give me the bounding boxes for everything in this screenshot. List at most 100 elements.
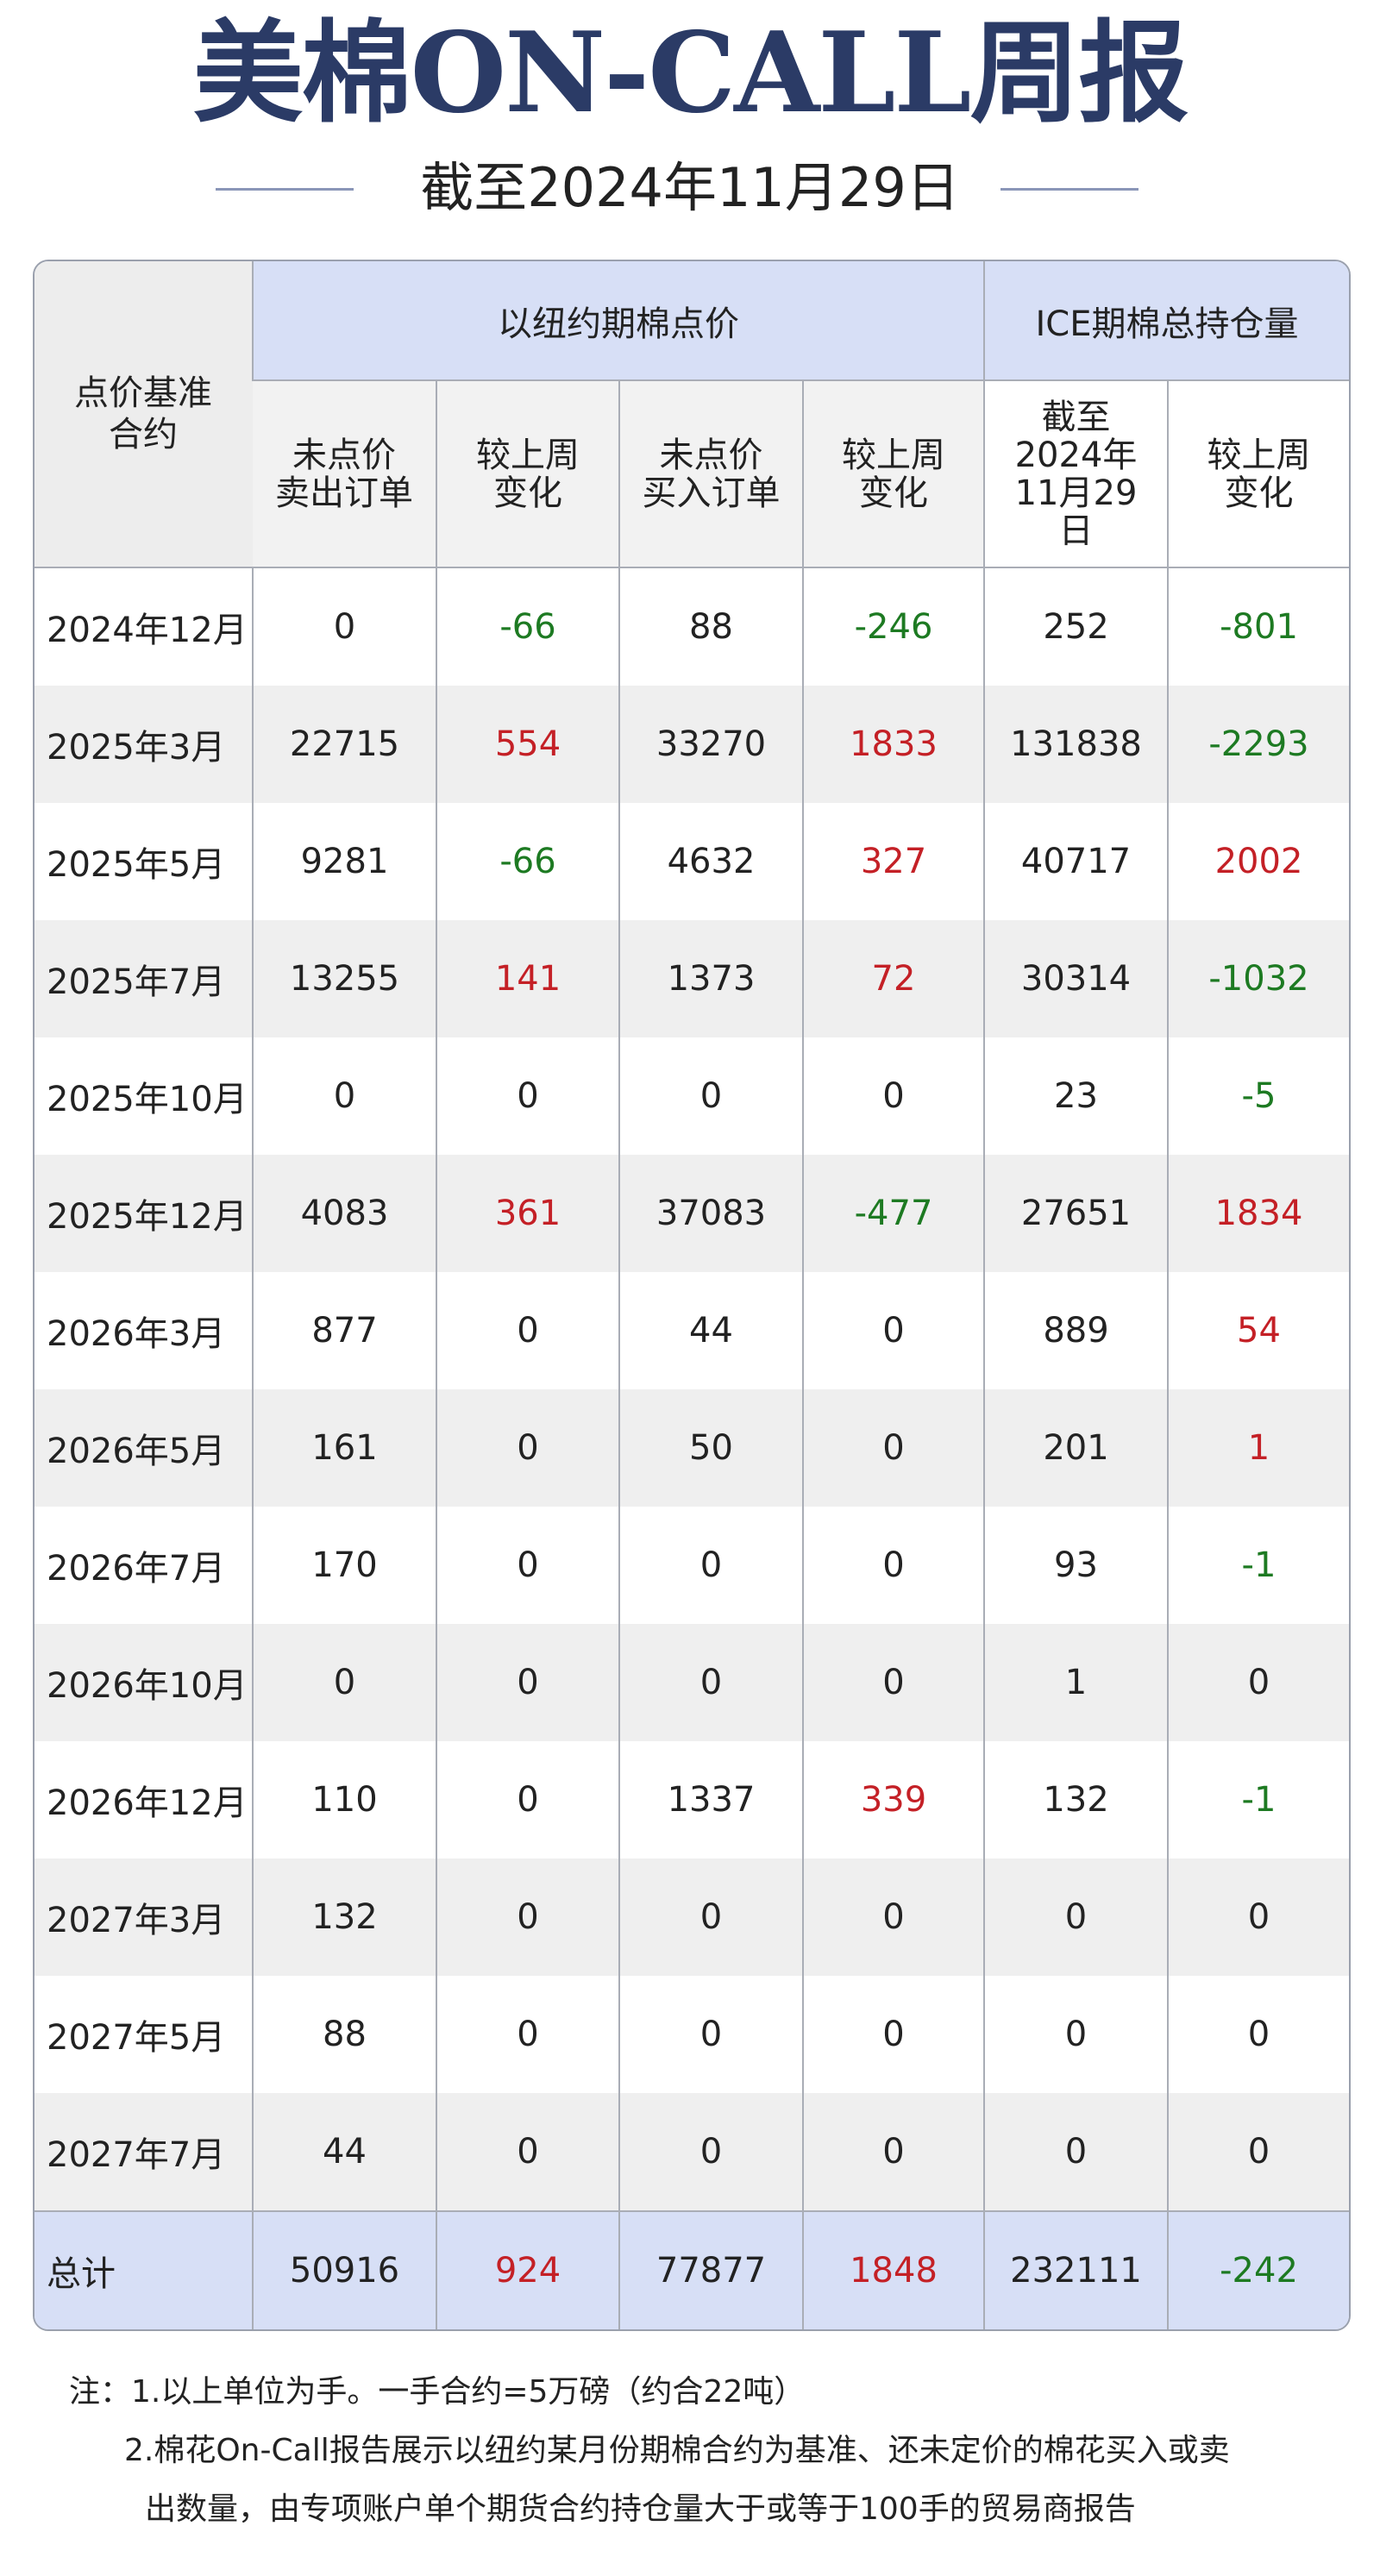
header-line: 合约 <box>109 415 178 454</box>
cell: 161 <box>252 1389 436 1507</box>
row-label: 2026年3月 <box>47 1314 226 1354</box>
cell: -242 <box>1167 2210 1349 2329</box>
cell: 1337 <box>618 1741 803 1858</box>
decor-line <box>1000 188 1138 191</box>
cell: 4632 <box>618 803 803 920</box>
row-label: 2027年5月 <box>47 2018 226 2058</box>
header-line: 较上周 <box>842 435 945 475</box>
cell: 132 <box>983 1741 1168 1858</box>
table: 点价基准 合约 以纽约期棉点价 ICE期棉总持仓量 未点价 卖出订单 较上周 变化 未点价 买入订… <box>34 261 1349 2329</box>
cell: 0 <box>618 2093 803 2211</box>
cell: 877 <box>252 1272 436 1389</box>
header-line: 11月29 <box>1014 473 1138 513</box>
cell: 9281 <box>252 803 436 920</box>
cell: 0 <box>802 1272 984 1389</box>
title: 美棉ON-CALL周报 <box>192 9 1189 138</box>
row-label: 2025年3月 <box>34 686 253 803</box>
cell: -66 <box>436 567 619 686</box>
row-label: 2025年5月 <box>47 845 226 885</box>
cell: 44 <box>618 1272 803 1389</box>
cell: -66 <box>436 803 619 920</box>
cell: 1834 <box>1167 1155 1349 1272</box>
row-label: 2025年10月 <box>47 1080 248 1119</box>
cell: 1848 <box>802 2210 984 2329</box>
total-row: 总计 50916 924 77877 1848 232111 -242 <box>34 2210 1349 2329</box>
column-header: 较上周 变化 <box>1167 380 1349 568</box>
group-header: 以纽约期棉点价 <box>252 261 984 381</box>
cell: 0 <box>802 1858 984 1976</box>
cell: 88 <box>618 567 803 686</box>
group-header: ICE期棉总持仓量 <box>983 261 1349 381</box>
cell: 0 <box>252 1037 436 1155</box>
cell: 0 <box>252 1624 436 1741</box>
cell: 170 <box>252 1507 436 1624</box>
cell: 44 <box>252 2093 436 2211</box>
column-header: 较上周 变化 <box>436 380 619 568</box>
cell: 0 <box>436 1858 619 1976</box>
cell: 50 <box>618 1389 803 1507</box>
cell: 23 <box>983 1037 1168 1155</box>
cell: 22715 <box>252 686 436 803</box>
cell: 327 <box>802 803 984 920</box>
cell: 13255 <box>252 920 436 1037</box>
cell: 0 <box>1167 2093 1349 2211</box>
cell: 232111 <box>983 2210 1168 2329</box>
table-row: 2024年12月 0 -66 88 -246 252 -801 <box>34 567 1349 686</box>
cell: 0 <box>436 1507 619 1624</box>
row-label: 2026年12月 <box>47 1783 248 1823</box>
cell: 1 <box>1167 1389 1349 1507</box>
cell: 132 <box>252 1858 436 1976</box>
row-label: 2027年3月 <box>34 1858 253 1976</box>
cell: 88 <box>252 1976 436 2093</box>
row-label: 2024年12月 <box>47 611 248 650</box>
table-row: 2025年10月 0 0 0 0 23 -5 <box>34 1037 1349 1155</box>
cell: 0 <box>436 2093 619 2211</box>
cell: 201 <box>983 1389 1168 1507</box>
note: 2.棉花On-Call报告展示以纽约某月份期棉合约为基准、还未定价的棉花买入或卖… <box>124 2433 1230 2527</box>
cell: 0 <box>983 1976 1168 2093</box>
row-label: 2025年12月 <box>34 1155 253 1272</box>
cell: 1 <box>983 1624 1168 1741</box>
table-frame: 点价基准 合约 以纽约期棉点价 ICE期棉总持仓量 未点价 卖出订单 较上周 变化 未点价 买入订… <box>33 260 1351 2331</box>
cell: 0 <box>618 1037 803 1155</box>
cell: 0 <box>252 567 436 686</box>
header-line: 未点价 <box>659 435 763 475</box>
cell: 0 <box>436 1741 619 1858</box>
note: 注：1.以上单位为手。一手合约=5万磅（约合22吨） <box>69 2374 806 2410</box>
cell: -2293 <box>1167 686 1349 803</box>
cell: 50916 <box>252 2210 436 2329</box>
row-label: 2026年7月 <box>47 1549 226 1589</box>
cell: -246 <box>802 567 984 686</box>
table-row: 2027年3月 132 0 0 0 0 0 <box>34 1858 1349 1976</box>
cell: 339 <box>802 1741 984 1858</box>
header-line: 点价基准 <box>74 373 212 413</box>
cell: 27651 <box>983 1155 1168 1272</box>
header-line: 变化 <box>493 473 562 513</box>
table-row: 2026年5月 161 0 50 0 201 1 <box>34 1389 1349 1507</box>
header-row: 点价基准 合约 以纽约期棉点价 ICE期棉总持仓量 <box>34 261 1349 568</box>
header-line: 较上周 <box>1207 435 1311 475</box>
cell: 0 <box>618 1624 803 1741</box>
cell: 0 <box>618 1858 803 1976</box>
cell: 40717 <box>983 803 1168 920</box>
cell: 2002 <box>1167 803 1349 920</box>
header-line: 变化 <box>1224 473 1294 513</box>
row-label: 2026年10月 <box>34 1624 253 1741</box>
cell: 72 <box>802 920 984 1037</box>
header-line: 变化 <box>859 473 928 513</box>
cell: -1 <box>1167 1507 1349 1624</box>
cell: -1 <box>1167 1741 1349 1858</box>
table-row: 2025年12月 4083 361 37083 -477 27651 1834 <box>34 1155 1349 1272</box>
cell: 252 <box>983 567 1168 686</box>
column-header: 未点价 卖出订单 <box>253 380 436 568</box>
cell: 93 <box>983 1507 1168 1624</box>
cell: 889 <box>983 1272 1168 1389</box>
cell: 33270 <box>618 686 803 803</box>
column-header: 未点价 买入订单 <box>618 380 803 568</box>
cell: 0 <box>436 1272 619 1389</box>
header-line: 卖出订单 <box>275 473 413 513</box>
cell: -1032 <box>1167 920 1349 1037</box>
cell: 0 <box>618 1976 803 2093</box>
cell: 131838 <box>983 686 1168 803</box>
